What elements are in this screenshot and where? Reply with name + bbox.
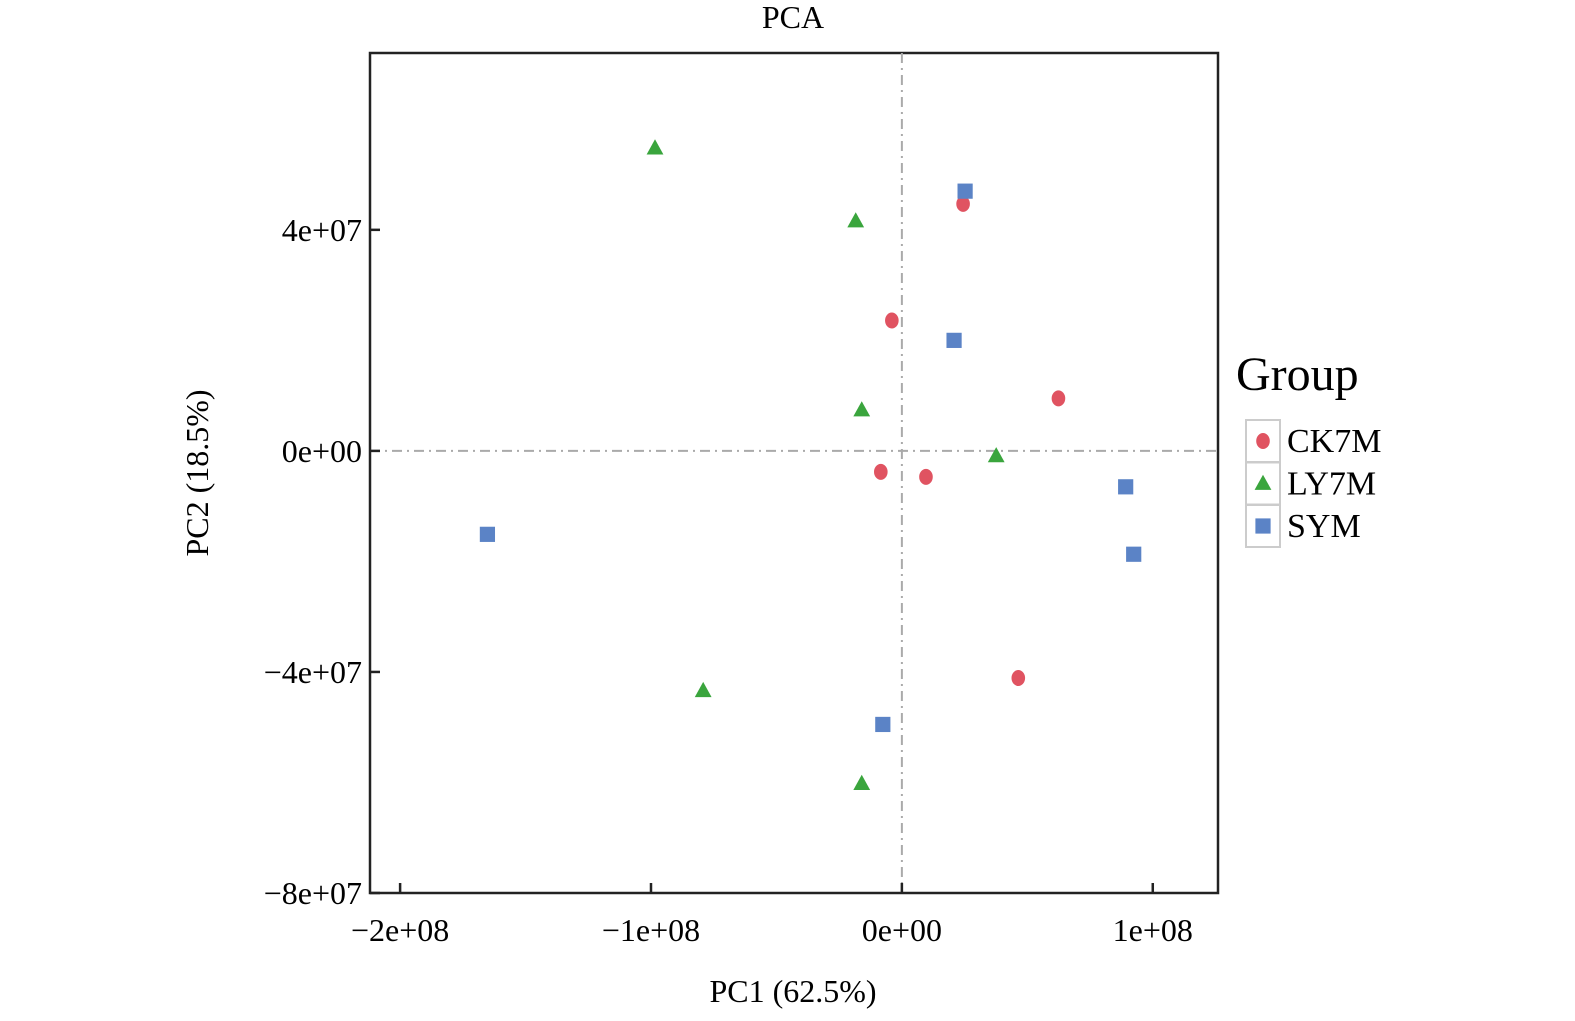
- point-ly7m: [646, 139, 664, 155]
- point-sym: [1126, 546, 1142, 562]
- x-tick-label: −1e+08: [602, 912, 700, 948]
- chart-title: PCA: [762, 0, 824, 35]
- point-sym: [957, 183, 973, 199]
- x-tick-label: −2e+08: [351, 912, 449, 948]
- point-sym: [946, 332, 962, 348]
- point-ck7m: [956, 195, 970, 212]
- legend-marker-ck7m: [1256, 433, 1270, 449]
- legend-title: Group: [1236, 348, 1359, 401]
- point-ck7m: [919, 468, 933, 485]
- point-ck7m: [1011, 670, 1026, 687]
- legend-label: SYM: [1287, 508, 1361, 545]
- point-ly7m: [847, 212, 865, 228]
- plot-frame: [368, 51, 1220, 895]
- y-tick-label: −4e+07: [264, 654, 362, 690]
- point-ck7m: [1051, 390, 1066, 407]
- legend-label: LY7M: [1287, 466, 1376, 503]
- y-tick-label: 0e+00: [282, 433, 362, 469]
- x-tick-label: 0e+00: [862, 912, 942, 948]
- point-ly7m: [853, 774, 871, 790]
- point-ck7m: [874, 463, 888, 480]
- point-ck7m: [885, 312, 899, 329]
- point-sym: [1118, 479, 1134, 495]
- y-axis-label: PC2 (18.5%): [179, 389, 215, 556]
- x-tick-label: 1e+08: [1113, 912, 1193, 948]
- x-axis-label: PC1 (62.5%): [709, 973, 876, 1009]
- point-ly7m: [694, 681, 712, 698]
- legend-marker-ly7m: [1254, 474, 1272, 490]
- legend-key-box: [1245, 461, 1281, 506]
- point-sym: [875, 716, 891, 733]
- legend-label: CK7M: [1287, 423, 1381, 460]
- legend-key-box: [1245, 504, 1281, 548]
- point-sym: [479, 526, 496, 542]
- y-tick-label: 4e+07: [282, 212, 362, 248]
- legend-marker-sym: [1255, 518, 1271, 534]
- y-tick-label: −8e+07: [264, 875, 362, 911]
- point-ly7m: [853, 401, 871, 417]
- point-ly7m: [987, 447, 1005, 463]
